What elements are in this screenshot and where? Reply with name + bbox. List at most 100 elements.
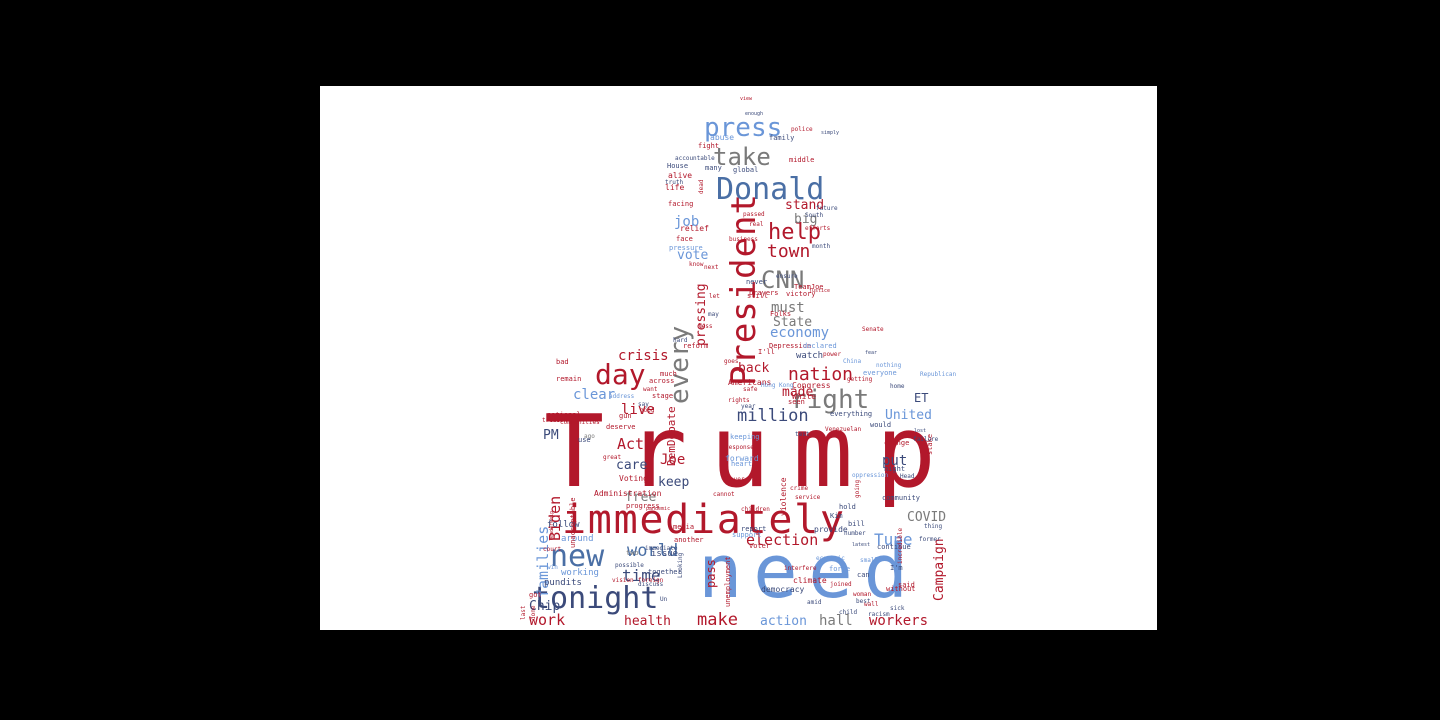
word-cannot: cannot: [713, 491, 735, 498]
word-without: without: [886, 585, 916, 593]
word-prayers: prayers: [749, 289, 779, 297]
word-care: care: [616, 458, 647, 473]
word-keep: keep: [658, 475, 689, 490]
word-climate: climate: [793, 576, 827, 585]
word-i-m: I'm: [890, 564, 903, 572]
word-clear: clear: [573, 387, 615, 403]
word-continue: continue: [877, 543, 911, 551]
word-right: right: [791, 385, 869, 415]
word-voting: Voting: [619, 474, 648, 483]
word-white: White: [792, 392, 816, 401]
word-issue: issue: [651, 549, 678, 559]
word-teamjoe: TeamJoe: [794, 283, 824, 291]
word-chip: Chip: [529, 599, 560, 614]
word-follow: follow: [547, 520, 580, 530]
word-million: million: [737, 406, 809, 426]
word-economic: economic: [816, 555, 845, 562]
word-must: must: [771, 300, 805, 316]
word-lost: lost: [914, 428, 926, 434]
word-town: town: [767, 241, 810, 262]
word-hard: hard: [673, 337, 688, 344]
word-pass: pass: [704, 559, 718, 588]
word-unemployment: unemployment: [724, 556, 732, 607]
word-year: year: [741, 403, 756, 410]
word-address: address: [609, 393, 635, 400]
word-across: across: [649, 377, 674, 385]
word-help: help: [768, 220, 821, 245]
word-two: two: [626, 549, 639, 557]
word-watch: watch: [796, 351, 823, 361]
word-children: children: [741, 506, 770, 513]
word-media: media: [673, 523, 694, 531]
word-goes: goes: [724, 358, 739, 365]
word-global: global: [733, 166, 758, 174]
word-use: use: [578, 436, 591, 444]
word-stage: stage: [652, 392, 673, 400]
word-take: take: [713, 143, 771, 171]
word-pressure: pressure: [669, 244, 703, 252]
word-made: made: [782, 385, 813, 400]
word-declared: declared: [803, 342, 837, 350]
word-reform: reform: [683, 342, 708, 350]
word-unacceptable: unacceptable: [569, 497, 577, 548]
word-life: life: [665, 183, 684, 192]
word-never: never: [746, 278, 767, 286]
word-got: got: [529, 591, 542, 599]
word-everyone: everyone: [863, 369, 897, 377]
word-many: many: [705, 164, 722, 172]
word-joined: joined: [830, 581, 852, 588]
word-service: service: [795, 494, 821, 501]
word-court: court: [543, 546, 561, 553]
word-truth: truth: [665, 179, 683, 186]
word-would: would: [870, 421, 891, 429]
word-put: put: [882, 453, 907, 469]
word-business: business: [729, 236, 758, 243]
word-gun: gun: [619, 412, 632, 420]
word-hong: Hong: [761, 382, 776, 389]
word-cloud: TrumpneedimmediatelyPresidentDonaldtonig…: [515, 96, 960, 630]
word-campaign: Campaign: [932, 538, 947, 601]
word-bad: bad: [556, 358, 569, 366]
word-alive: alive: [668, 171, 692, 180]
word-bill: bill: [848, 520, 865, 528]
word-stake: stake: [926, 434, 934, 455]
word-much: much: [660, 370, 677, 378]
word-pundits: pundits: [544, 578, 582, 588]
word-child: child: [839, 609, 857, 616]
word-violence: violence: [779, 477, 788, 516]
word-tune: Tune: [874, 530, 913, 549]
word-thing: thing: [924, 523, 942, 530]
word-amid: amid: [807, 599, 822, 606]
word-simply: simply: [821, 130, 839, 136]
word-back: back: [738, 361, 769, 376]
word-best: best: [856, 598, 871, 605]
word-heart: heart: [731, 460, 752, 468]
word-less: less: [698, 323, 713, 330]
word-going: going: [854, 480, 861, 498]
word-deserve: deserve: [606, 423, 636, 431]
word-abuse: abuse: [710, 133, 734, 142]
word-cnn: CNN: [761, 266, 804, 294]
word-free: free: [625, 490, 656, 505]
word-communities: communities: [560, 419, 600, 426]
word-racism: racism: [868, 611, 890, 618]
word-hall: hall: [819, 613, 853, 629]
word-looking: Looking: [677, 552, 684, 578]
word-workers: workers: [869, 613, 928, 629]
word-state: State: [773, 315, 812, 330]
word-small: small: [860, 557, 878, 564]
word-every: every: [665, 326, 695, 404]
word-test: test: [795, 431, 810, 438]
word-together: together: [648, 568, 682, 576]
word-power: power: [823, 351, 841, 358]
word-passed: passed: [743, 211, 765, 218]
word-et: ET: [914, 391, 928, 405]
word-know: know: [689, 261, 704, 268]
word-future: future: [816, 205, 838, 212]
word-face: face: [676, 235, 693, 243]
word-china: China: [843, 358, 861, 365]
word-another: another: [674, 536, 704, 544]
word-cloud-panel: Trump need immediately President Donald tonig…: [320, 86, 1157, 630]
word-discuss: discuss: [638, 581, 664, 588]
word-tonight: tonight: [532, 581, 658, 616]
